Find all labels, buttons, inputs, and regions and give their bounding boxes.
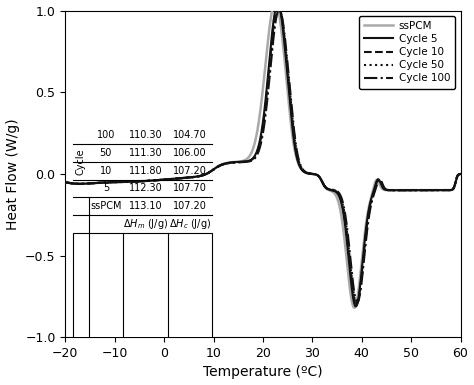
Text: 107.20: 107.20 (173, 201, 207, 211)
Text: 112.30: 112.30 (128, 183, 162, 193)
Text: 113.10: 113.10 (128, 201, 162, 211)
Y-axis label: Heat Flow (W/g): Heat Flow (W/g) (6, 118, 19, 230)
Text: 111.80: 111.80 (128, 166, 162, 176)
Text: $\Delta H_m$ (J/g): $\Delta H_m$ (J/g) (123, 217, 168, 231)
Text: ssPCM: ssPCM (90, 201, 122, 211)
Text: 104.70: 104.70 (173, 131, 207, 141)
Text: 111.30: 111.30 (128, 148, 162, 158)
Text: Cycle: Cycle (76, 149, 86, 175)
Legend: ssPCM, Cycle 5, Cycle 10, Cycle 50, Cycle 100: ssPCM, Cycle 5, Cycle 10, Cycle 50, Cycl… (359, 16, 456, 89)
Text: $\Delta H_c$ (J/g): $\Delta H_c$ (J/g) (169, 217, 211, 231)
Text: 107.20: 107.20 (173, 166, 207, 176)
X-axis label: Temperature (ºC): Temperature (ºC) (203, 365, 323, 380)
Text: 107.70: 107.70 (173, 183, 207, 193)
FancyBboxPatch shape (73, 233, 212, 339)
Text: 10: 10 (100, 166, 112, 176)
Text: 110.30: 110.30 (128, 131, 162, 141)
Bar (73, 233, 212, 339)
Text: 5: 5 (103, 183, 109, 193)
Text: 100: 100 (97, 131, 115, 141)
Text: 106.00: 106.00 (173, 148, 207, 158)
Text: 50: 50 (100, 148, 112, 158)
